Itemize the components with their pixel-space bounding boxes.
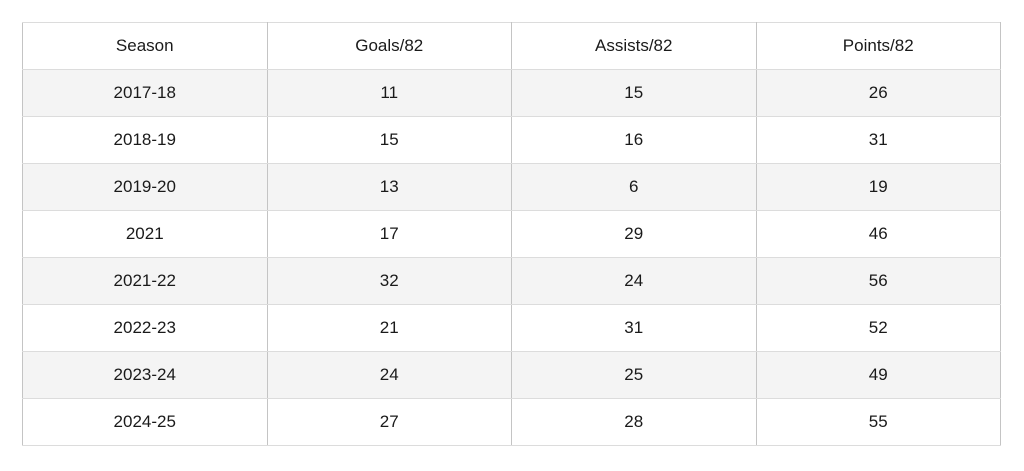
- table-cell: 2022-23: [22, 304, 268, 352]
- column-header-season: Season: [22, 22, 268, 70]
- table-cell: 16: [511, 116, 757, 164]
- table-cell: 11: [266, 69, 512, 117]
- table-cell: 17: [266, 210, 512, 258]
- table-cell: 32: [266, 257, 512, 305]
- table-row: 2024-25 27 28 55: [22, 398, 1001, 446]
- column-header-points: Points/82: [755, 22, 1001, 70]
- stats-table-container: Season Goals/82 Assists/82 Points/82 201…: [22, 22, 1001, 446]
- table-cell: 13: [266, 163, 512, 211]
- table-cell: 15: [511, 69, 757, 117]
- table-cell: 24: [266, 351, 512, 399]
- table-row: 2018-19 15 16 31: [22, 116, 1001, 164]
- table-cell: 6: [511, 163, 757, 211]
- table-row: 2019-20 13 6 19: [22, 163, 1001, 211]
- table-cell: 31: [511, 304, 757, 352]
- table-row: 2022-23 21 31 52: [22, 304, 1001, 352]
- table-cell: 2023-24: [22, 351, 268, 399]
- table-body: 2017-18 11 15 26 2018-19 15 16 31 2019-20 13 6 19 20…: [22, 69, 1001, 446]
- table-cell: 49: [755, 351, 1001, 399]
- table-cell: 24: [511, 257, 757, 305]
- table-cell: 31: [755, 116, 1001, 164]
- table-cell: 2024-25: [22, 398, 268, 446]
- table-row: 2017-18 11 15 26: [22, 69, 1001, 117]
- table-cell: 21: [266, 304, 512, 352]
- table-cell: 28: [511, 398, 757, 446]
- column-header-goals: Goals/82: [266, 22, 512, 70]
- table-cell: 2019-20: [22, 163, 268, 211]
- stats-table: Season Goals/82 Assists/82 Points/82 201…: [22, 22, 1001, 446]
- table-cell: 46: [755, 210, 1001, 258]
- table-row: 2023-24 24 25 49: [22, 351, 1001, 399]
- table-cell: 25: [511, 351, 757, 399]
- table-cell: 26: [755, 69, 1001, 117]
- header-row: Season Goals/82 Assists/82 Points/82: [22, 22, 1001, 70]
- table-cell: 15: [266, 116, 512, 164]
- table-cell: 2017-18: [22, 69, 268, 117]
- table-cell: 2021-22: [22, 257, 268, 305]
- column-header-assists: Assists/82: [511, 22, 757, 70]
- table-row: 2021-22 32 24 56: [22, 257, 1001, 305]
- table-cell: 52: [755, 304, 1001, 352]
- table-cell: 55: [755, 398, 1001, 446]
- table-cell: 19: [755, 163, 1001, 211]
- table-cell: 2021: [22, 210, 268, 258]
- table-row: 2021 17 29 46: [22, 210, 1001, 258]
- table-cell: 56: [755, 257, 1001, 305]
- table-cell: 29: [511, 210, 757, 258]
- table-cell: 2018-19: [22, 116, 268, 164]
- table-cell: 27: [266, 398, 512, 446]
